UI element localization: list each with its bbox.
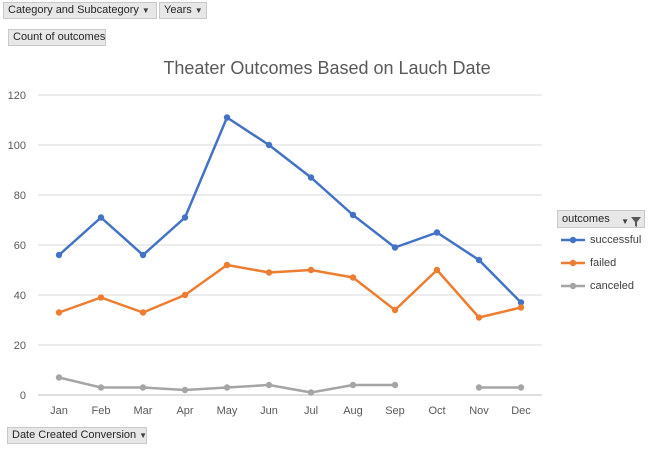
dropdown-arrow-icon: ▼ — [141, 6, 150, 15]
series-line-failed — [58, 263, 522, 319]
y-tick-label: 20 — [14, 340, 26, 352]
x-tick-label: Sep — [385, 405, 405, 417]
x-tick-label: May — [217, 405, 238, 417]
y-tick-label: 60 — [14, 240, 26, 252]
data-point-canceled[interactable] — [181, 386, 189, 394]
series-lines — [55, 114, 525, 396]
series-successful — [55, 114, 525, 306]
data-point-canceled[interactable] — [307, 389, 315, 396]
outcomes-legend-filter[interactable]: outcomes ▼ — [557, 210, 645, 228]
x-tick-label: Mar — [134, 405, 153, 417]
legend-label: canceled — [590, 280, 635, 292]
y-tick-label: 0 — [20, 390, 26, 402]
data-point-canceled[interactable] — [475, 384, 483, 391]
legend-label: successful — [590, 234, 642, 246]
series-canceled — [55, 374, 525, 396]
years-filter-button[interactable]: Years ▼ — [159, 2, 207, 19]
date-created-conversion-label: Date Created Conversion — [12, 429, 137, 441]
data-point-failed[interactable] — [223, 261, 231, 269]
x-tick-label: Apr — [176, 405, 193, 417]
data-point-canceled[interactable] — [349, 381, 357, 389]
y-axis-tick-labels: 0 20 40 60 80 100 120 — [8, 90, 26, 402]
data-point-failed[interactable] — [433, 266, 441, 274]
data-point-failed[interactable] — [181, 291, 189, 299]
data-point-successful[interactable] — [97, 214, 105, 221]
data-point-successful[interactable] — [265, 141, 273, 149]
y-tick-label: 100 — [8, 140, 26, 152]
data-point-canceled[interactable] — [223, 384, 231, 391]
data-point-successful[interactable] — [517, 299, 525, 306]
legend-item-successful[interactable]: successful — [560, 233, 641, 247]
data-point-failed[interactable] — [307, 266, 315, 274]
data-point-successful[interactable] — [223, 114, 231, 121]
gridlines — [38, 94, 542, 396]
data-point-canceled[interactable] — [265, 381, 273, 389]
legend-marker-icon — [561, 282, 585, 290]
series-line-successful — [58, 116, 522, 304]
data-point-canceled[interactable] — [391, 381, 399, 389]
count-of-outcomes-button[interactable]: Count of outcomes — [8, 29, 106, 46]
data-point-failed[interactable] — [265, 269, 273, 276]
x-tick-label: Feb — [92, 405, 111, 417]
data-point-failed[interactable] — [391, 306, 399, 314]
y-tick-label: 80 — [14, 190, 26, 202]
data-point-successful[interactable] — [139, 251, 147, 259]
data-point-canceled[interactable] — [55, 374, 63, 381]
legend-marker-icon — [561, 236, 585, 244]
data-point-failed[interactable] — [349, 274, 357, 281]
x-tick-label: Nov — [469, 405, 489, 417]
x-tick-label: Aug — [343, 405, 363, 417]
legend-header-label: outcomes — [562, 213, 610, 225]
data-point-successful[interactable] — [433, 229, 441, 236]
x-tick-label: Dec — [511, 405, 531, 417]
count-of-outcomes-label: Count of outcomes — [13, 31, 106, 43]
legend-marker-icon — [561, 259, 585, 267]
category-subcategory-filter-button[interactable]: Category and Subcategory ▼ — [3, 2, 157, 19]
data-point-successful[interactable] — [181, 214, 189, 221]
legend-item-failed[interactable]: failed — [560, 256, 616, 270]
data-point-successful[interactable] — [55, 251, 63, 259]
x-tick-label: Oct — [428, 405, 445, 417]
x-tick-label: Jun — [260, 405, 278, 417]
data-point-failed[interactable] — [475, 314, 483, 321]
dropdown-arrow-icon: ▼ — [621, 217, 629, 226]
legend-item-canceled[interactable]: canceled — [560, 279, 634, 293]
x-tick-label: Jul — [304, 405, 318, 417]
y-tick-label: 40 — [14, 290, 26, 302]
date-created-conversion-button[interactable]: Date Created Conversion ▼ — [7, 427, 147, 444]
legend-label: failed — [590, 257, 617, 269]
x-tick-label: Jan — [50, 405, 68, 417]
data-point-successful[interactable] — [391, 244, 399, 251]
data-point-canceled[interactable] — [517, 384, 525, 391]
data-point-canceled[interactable] — [97, 384, 105, 391]
series-failed — [55, 261, 525, 321]
filter-icon — [631, 217, 641, 227]
dropdown-arrow-icon: ▼ — [194, 6, 203, 15]
x-axis-tick-labels: Jan Feb Mar Apr May Jun Jul Aug Sep Oct Nov Dec — [50, 405, 531, 417]
data-point-failed[interactable] — [139, 309, 147, 316]
data-point-successful[interactable] — [307, 174, 315, 181]
data-point-failed[interactable] — [97, 294, 105, 301]
y-tick-label: 120 — [8, 90, 26, 102]
data-point-failed[interactable] — [517, 304, 525, 311]
chart-title: Theater Outcomes Based on Lauch Date — [163, 58, 491, 78]
data-point-successful[interactable] — [475, 256, 483, 264]
data-point-failed[interactable] — [55, 309, 63, 316]
category-subcategory-label: Category and Subcategory — [8, 4, 139, 16]
dropdown-arrow-icon: ▼ — [139, 431, 148, 440]
data-point-canceled[interactable] — [139, 384, 147, 391]
data-point-successful[interactable] — [349, 211, 357, 219]
years-label: Years — [164, 4, 192, 16]
